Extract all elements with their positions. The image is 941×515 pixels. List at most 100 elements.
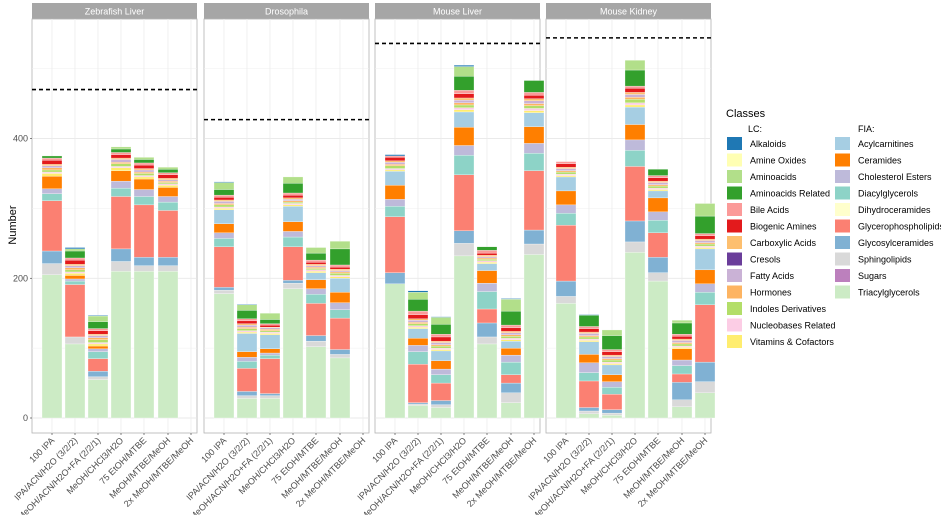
- bar-segment-ceramides: [694, 269, 716, 284]
- bar-segment-triacylglycerols: [110, 271, 132, 419]
- bar-segment-fatty-acids: [329, 270, 351, 273]
- bar-segment-biogenic-amines: [329, 266, 351, 270]
- legend-item-cresols: Cresols: [727, 252, 781, 266]
- bar-meoh-chcl3-h2o: [282, 176, 304, 419]
- bar-segment-aminoacids-related: [601, 335, 623, 350]
- bar-segment-fatty-acids: [133, 169, 155, 173]
- bar-segment-carboxylic-acids: [329, 269, 351, 271]
- bar-segment-diacylglycerols: [329, 309, 351, 319]
- bar-segment-aminoacids: [87, 315, 109, 322]
- bar-segment-biogenic-amines: [476, 252, 498, 256]
- bar-segment-hormones: [555, 170, 577, 173]
- bar-segment-biogenic-amines: [110, 154, 132, 159]
- bar-segment-alkaloids: [87, 315, 109, 317]
- legend-key: [727, 302, 742, 315]
- bar-segment-hormones: [305, 266, 327, 269]
- bar-meoh-acn-h2o-fa-2-2-1: [259, 313, 281, 419]
- legend-key: [727, 153, 742, 167]
- bar-segment-aminoacids-related: [694, 215, 716, 234]
- bar-segment-acylcarnitines: [500, 340, 522, 349]
- bar-segment-hormones: [236, 327, 258, 329]
- legend-label: Ceramides: [858, 156, 902, 166]
- bar-segment-triacylglycerols: [282, 288, 304, 419]
- legend-key: [835, 219, 850, 233]
- facet-strip: [32, 3, 197, 19]
- bar-segment-acylcarnitines: [407, 328, 429, 339]
- bar-segment-aminoacids-related: [133, 159, 155, 164]
- bar-segment-nucleobases-related: [694, 245, 716, 248]
- bar-segment-carboxylic-acids: [236, 323, 258, 326]
- bar-75-etoh-mtbe: [476, 246, 498, 419]
- bar-segment-glycosylceramides: [259, 393, 281, 396]
- bar-segment-triacylglycerols: [384, 283, 406, 419]
- bar-segment-acylcarnitines: [647, 190, 669, 199]
- legend-label: Aminoacids Related: [750, 189, 830, 199]
- bar-segment-nucleobases-related: [157, 183, 179, 186]
- bar-segment-aminoacids: [259, 313, 281, 320]
- bar-segment-indoles-derivatives: [133, 173, 155, 176]
- bar-segment-glycerophospholipids: [523, 170, 545, 231]
- bar-segment-nucleobases-related: [64, 271, 86, 274]
- bar-segment-triacylglycerols: [64, 343, 86, 419]
- bar-segment-glycosylceramides: [476, 322, 498, 338]
- bar-segment-acylcarnitines: [523, 112, 545, 127]
- legend-key: [727, 186, 742, 200]
- bar-segment-sphingolipids: [601, 412, 623, 416]
- bar-segment-diacylglycerols: [601, 387, 623, 395]
- legend-label: Amine Oxides: [750, 156, 807, 166]
- legend: Classes LC: FIA: Alkaloids Amine Oxides Amino…: [726, 108, 941, 348]
- legend-item-carboxylic-acids: Carboxylic Acids: [727, 236, 817, 249]
- bar-segment-diacylglycerols: [213, 238, 235, 247]
- bar-segment-diacylglycerols: [110, 187, 132, 197]
- bar-segment-indoles-derivatives: [555, 171, 577, 175]
- bar-segment-diacylglycerols: [647, 220, 669, 233]
- bar-segment-aminoacids: [110, 146, 132, 150]
- bar-segment-indoles-derivatives: [87, 339, 109, 343]
- bar-segment-fatty-acids: [453, 99, 475, 104]
- bar-segment-nucleobases-related: [453, 107, 475, 111]
- bar-segment-acylcarnitines: [329, 278, 351, 293]
- bar-segment-bile-acids: [647, 175, 669, 178]
- bar-segment-bile-acids: [305, 259, 327, 263]
- bar-segment-biogenic-amines: [647, 177, 669, 182]
- bar-segment-alkaloids: [384, 154, 406, 157]
- bar-segment-glycerophospholipids: [500, 374, 522, 384]
- bar-segment-cholesterol-esters: [694, 283, 716, 293]
- bar-segment-fatty-acids: [555, 168, 577, 171]
- legend-item-hormones: Hormones: [727, 285, 792, 299]
- bar-meoh-mtbe-meoh: [500, 298, 522, 419]
- bar-segment-ceramides: [647, 197, 669, 213]
- legend-item-amine-oxides: Amine Oxides: [727, 153, 807, 167]
- legend-item-sugars: Sugars: [835, 269, 887, 282]
- bar-segment-glycerophospholipids: [305, 303, 327, 336]
- bar-segment-ceramides: [259, 348, 281, 354]
- bar-segment-acylcarnitines: [282, 206, 304, 222]
- bar-segment-triacylglycerols: [671, 406, 693, 419]
- bar-segment-bile-acids: [133, 162, 155, 166]
- bar-segment-alkaloids: [500, 298, 522, 300]
- bar-segment-sphingolipids: [578, 410, 600, 414]
- bar-segment-cholesterol-esters: [110, 180, 132, 189]
- bar-segment-ceramides: [407, 338, 429, 346]
- bar-segment-glycosylceramides: [157, 257, 179, 266]
- bar-meoh-acn-h2o-fa-2-2-1: [601, 329, 623, 419]
- bar-segment-bile-acids: [430, 333, 452, 338]
- bar-segment-carboxylic-acids: [647, 180, 669, 183]
- bar-segment-alkaloids: [64, 247, 86, 250]
- bar-segment-sphingolipids: [157, 265, 179, 272]
- bar-segment-hormones: [407, 322, 429, 324]
- bar-segment-indoles-derivatives: [647, 185, 669, 189]
- bar-segment-fatty-acids: [578, 333, 600, 336]
- bar-segment-cholesterol-esters: [647, 211, 669, 221]
- bar-segment-hormones: [500, 334, 522, 337]
- bar-segment-aminoacids: [236, 304, 258, 311]
- legend-label: Indoles Derivatives: [750, 304, 827, 314]
- bar-segment-aminoacids-related: [236, 310, 258, 319]
- bar-segment-glycosylceramides: [694, 361, 716, 382]
- bar-segment-fatty-acids: [64, 265, 86, 268]
- bar-segment-sphingolipids: [430, 404, 452, 408]
- bar-2x-meoh-mtbe-meoh: [694, 203, 716, 419]
- bar-segment-diacylglycerols: [430, 374, 452, 384]
- legend-item-fatty-acids: Fatty Acids: [727, 269, 795, 282]
- bar-segment-nucleobases-related: [624, 102, 646, 106]
